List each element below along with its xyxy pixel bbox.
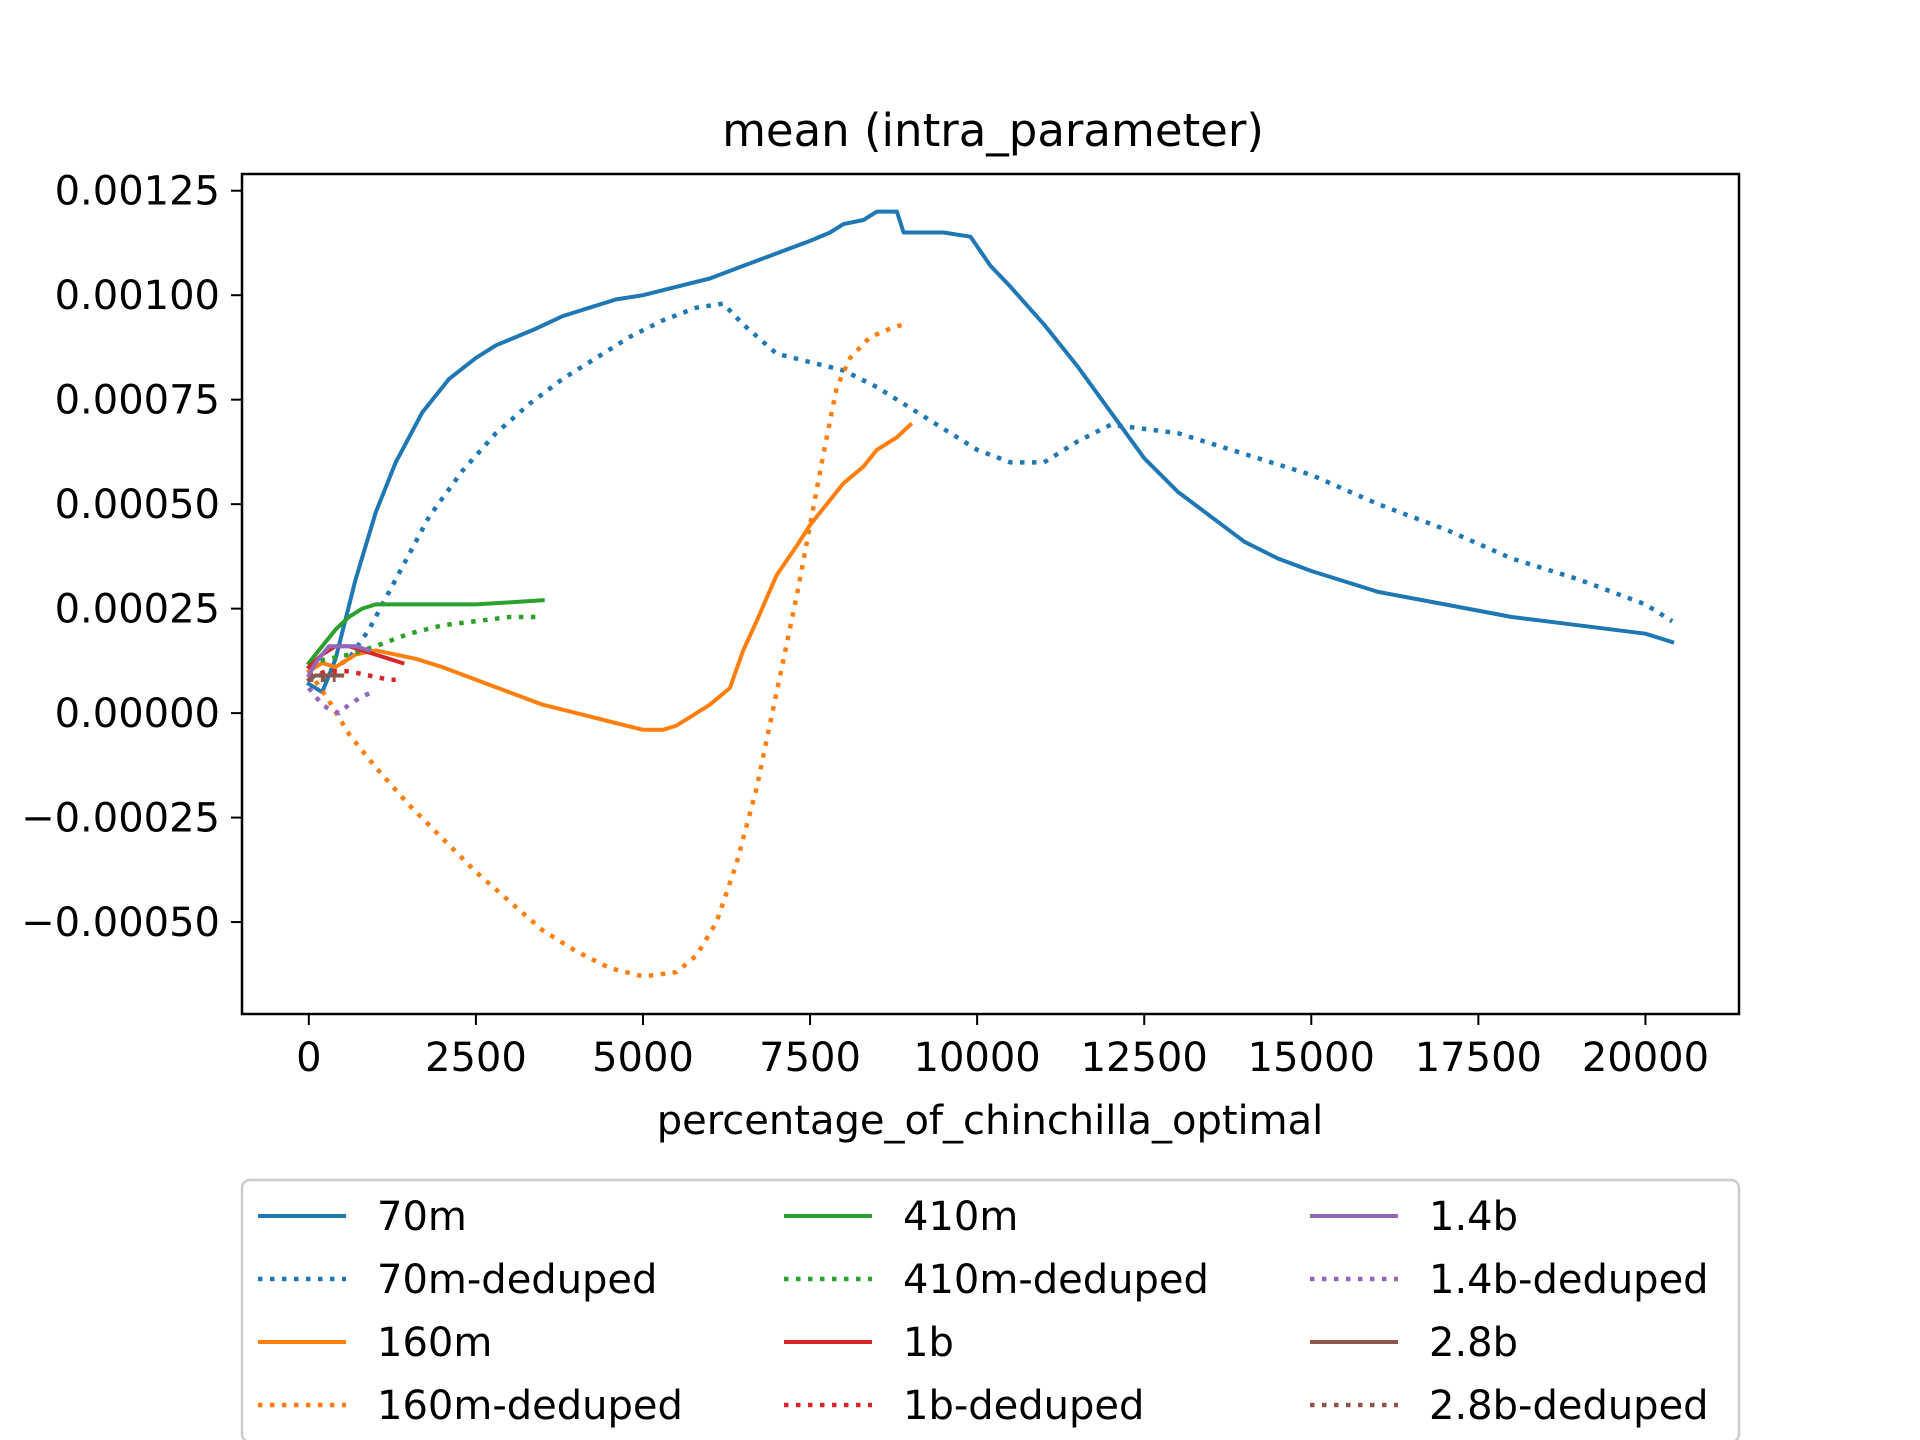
legend-label: 160m [377,1320,492,1366]
legend-label: 2.8b-deduped [1429,1383,1709,1429]
x-axis-ticks: 0 2500 5000 7500 10000 12500 15000 17500 20000 [296,1014,1709,1081]
legend-entries: 70m 70m-deduped 160m 160m-deduped 410m 410m-d… [258,1194,1709,1429]
legend-entry-410m-deduped: 410m-deduped [784,1257,1209,1303]
plot-area [240,172,1741,1016]
x-tick-label: 15000 [1248,1035,1375,1081]
x-tick-label: 20000 [1582,1035,1709,1081]
legend-label: 1b-deduped [903,1383,1144,1429]
legend-label: 1.4b [1429,1194,1518,1240]
legend-entry-1.4b: 1.4b [1310,1194,1518,1240]
legend-entry-410m: 410m [784,1194,1018,1240]
x-tick-label: 17500 [1415,1035,1542,1081]
series-line-410m-deduped [308,614,543,666]
legend-label: 1.4b-deduped [1429,1257,1709,1303]
x-tick-label: 0 [296,1035,321,1081]
legend-entry-1b: 1b [784,1320,954,1366]
legend-label: 70m [377,1194,467,1240]
x-tick-label: 7500 [759,1035,861,1081]
legend-entry-70m-deduped: 70m-deduped [258,1257,657,1303]
x-tick-label: 5000 [592,1035,694,1081]
y-tick-label: −0.00025 [21,796,220,842]
series-lines [305,209,1675,979]
x-tick-label: 10000 [914,1035,1041,1081]
legend-frame [240,1178,1741,1440]
x-tick-label: 2500 [425,1035,527,1081]
y-tick-label: −0.00050 [21,900,220,946]
y-axis-ticks: −0.00050 −0.00025 0.00000 0.00025 0.00050 0.0… [21,169,242,946]
legend-entry-1.4b-deduped: 1.4b-deduped [1310,1257,1709,1303]
y-tick-label: 0.00075 [55,378,220,424]
series-line-160m-deduped [306,322,905,979]
x-axis-label: percentage_of_chinchilla_optimal [657,1098,1324,1144]
series-line-410m [305,598,545,666]
series-line-160m [306,421,914,732]
legend: 70m 70m-deduped 160m 160m-deduped 410m 410m-d… [240,1178,1741,1440]
legend-entry-1b-deduped: 1b-deduped [784,1383,1144,1429]
series-line-2.8b [306,673,345,683]
y-tick-label: 0.00050 [55,482,220,528]
y-tick-label: 0.00000 [55,691,220,737]
legend-label: 70m-deduped [377,1257,657,1303]
series-line-70m-deduped [307,301,1674,682]
legend-label: 2.8b [1429,1320,1518,1366]
chart-title: mean (intra_parameter) [722,104,1264,157]
y-tick-label: 0.00100 [55,273,220,319]
series-line-1b-deduped [308,669,396,682]
legend-label: 410m [903,1194,1018,1240]
legend-label: 1b [903,1320,954,1366]
legend-entry-2.8b: 2.8b [1310,1320,1518,1366]
legend-label: 160m-deduped [377,1383,683,1429]
x-tick-label: 12500 [1081,1035,1208,1081]
legend-entry-160m-deduped: 160m-deduped [258,1383,683,1429]
series-line-70m [306,209,1675,695]
axes-frame [240,172,1741,1016]
series-line-1.4b-deduped [307,686,374,716]
legend-label: 410m-deduped [903,1257,1209,1303]
legend-entry-160m: 160m [258,1320,492,1366]
legend-entry-70m: 70m [258,1194,467,1240]
series-line-1.4b [306,644,372,679]
y-tick-label: 0.00125 [55,169,220,215]
y-tick-label: 0.00025 [55,587,220,633]
legend-entry-2.8b-deduped: 2.8b-deduped [1310,1383,1709,1429]
